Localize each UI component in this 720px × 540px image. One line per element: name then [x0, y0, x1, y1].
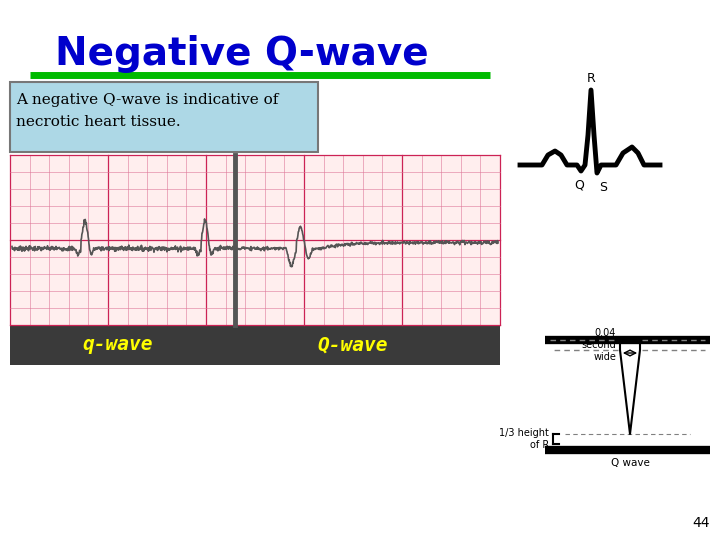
Bar	[10, 325, 500, 365]
Text: Q: Q	[574, 179, 584, 192]
Bar	[10, 155, 500, 325]
Bar	[10, 82, 318, 152]
Text: 44: 44	[693, 516, 710, 530]
Text: 0.04
second
wide: 0.04 second wide	[581, 328, 616, 362]
Text: R: R	[587, 72, 595, 85]
Text: q-wave: q-wave	[83, 335, 153, 354]
Text: 1/3 height
of R: 1/3 height of R	[499, 428, 549, 450]
Text: Q wave: Q wave	[611, 458, 649, 468]
Text: Negative Q-wave: Negative Q-wave	[55, 35, 428, 73]
Text: necrotic heart tissue.: necrotic heart tissue.	[16, 115, 181, 129]
Text: Q-wave: Q-wave	[318, 335, 388, 354]
Text: A negative Q-wave is indicative of: A negative Q-wave is indicative of	[16, 93, 279, 107]
Text: S: S	[599, 181, 607, 194]
